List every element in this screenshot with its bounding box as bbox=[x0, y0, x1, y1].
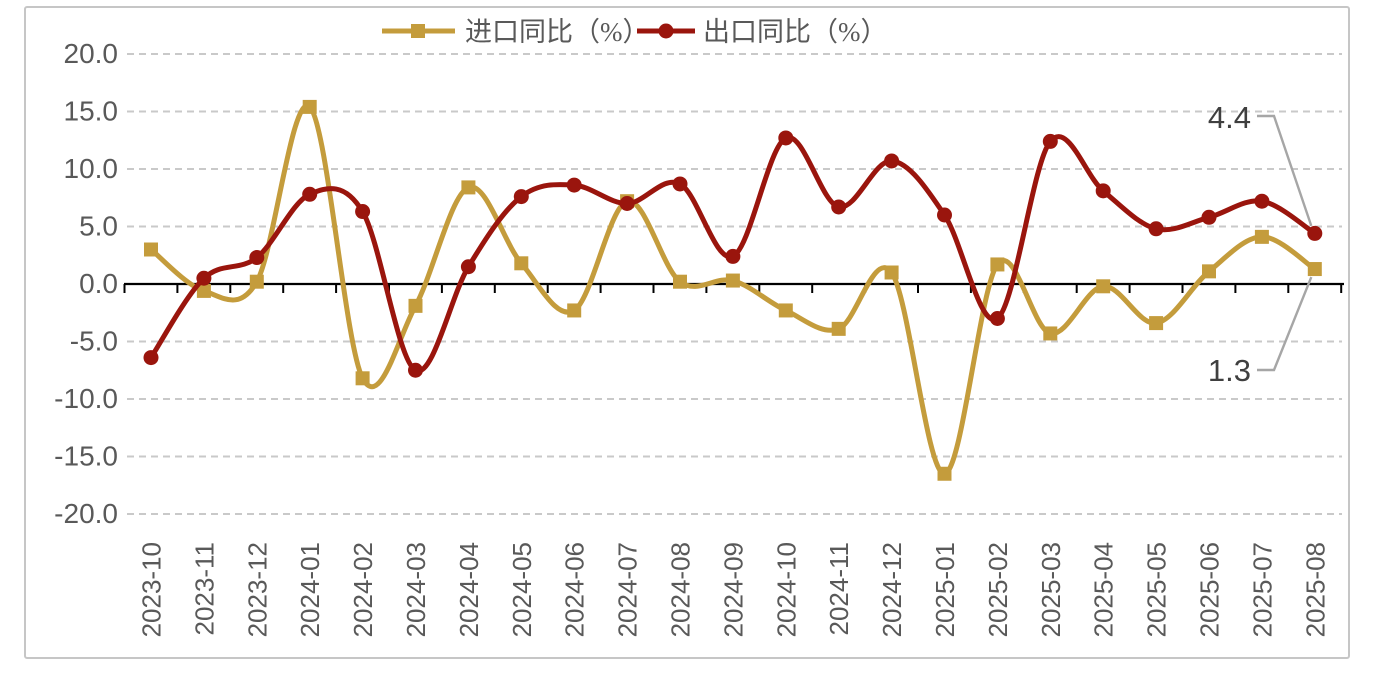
imports-marker-2023-10 bbox=[144, 242, 158, 257]
legend-item-imports: 进口同比（%） bbox=[382, 17, 650, 47]
imports-marker-2024-03 bbox=[408, 298, 423, 313]
x-tick-label: 2025-04 bbox=[1089, 542, 1119, 637]
imports-marker-2023-12 bbox=[249, 274, 264, 289]
y-tick-label: -20.0 bbox=[54, 498, 118, 529]
legend-square-marker bbox=[411, 24, 425, 38]
gridlines bbox=[127, 53, 1342, 515]
annotations: 4.4 1.3 bbox=[1208, 100, 1313, 388]
x-tick-label: 2024-11 bbox=[824, 542, 854, 636]
imports-marker-2025-07 bbox=[1254, 229, 1269, 244]
x-tick-label: 2024-07 bbox=[613, 542, 643, 637]
x-tick-label: 2024-03 bbox=[401, 542, 431, 637]
x-tick-label: 2023-11 bbox=[189, 542, 219, 636]
imports-marker-2024-09 bbox=[725, 273, 740, 288]
exports-marker-2025-02 bbox=[989, 311, 1005, 326]
x-tick-label: 2024-06 bbox=[560, 542, 590, 637]
exports-marker-2025-04 bbox=[1095, 183, 1111, 199]
legend-label-imports: 进口同比（%） bbox=[465, 17, 650, 47]
exports-marker-2024-04 bbox=[460, 259, 476, 275]
legend-label-exports: 出口同比（%） bbox=[703, 17, 888, 47]
x-tick-label: 2024-05 bbox=[507, 542, 537, 637]
y-tick-label: 20.0 bbox=[64, 38, 119, 69]
exports-marker-2025-01 bbox=[937, 207, 952, 223]
exports-marker-2024-07 bbox=[619, 196, 635, 211]
exports-marker-2024-09 bbox=[725, 248, 741, 264]
exports-marker-2024-10 bbox=[778, 130, 794, 146]
imports-marker-2025-03 bbox=[1043, 326, 1058, 341]
exports-series bbox=[143, 130, 1323, 378]
x-tick-label: 2025-02 bbox=[983, 542, 1013, 637]
x-tick-label: 2023-10 bbox=[137, 542, 167, 637]
imports-marker-2024-04 bbox=[461, 180, 476, 195]
x-tick-label: 2024-02 bbox=[348, 542, 378, 637]
x-tick-label: 2025-06 bbox=[1195, 542, 1225, 637]
exports-marker-2024-06 bbox=[566, 177, 582, 193]
imports-marker-2024-05 bbox=[514, 256, 529, 271]
imports-marker-2024-11 bbox=[831, 321, 846, 336]
x-tick-label: 2025-03 bbox=[1036, 542, 1066, 637]
imports-marker-2024-02 bbox=[355, 371, 370, 386]
x-tick-label: 2025-05 bbox=[1142, 542, 1172, 637]
y-tick-label: -15.0 bbox=[54, 441, 118, 472]
y-tick-label: -5.0 bbox=[70, 326, 118, 357]
x-tick-label: 2024-12 bbox=[877, 542, 907, 637]
exports-marker-2024-12 bbox=[884, 153, 900, 169]
exports-marker-2024-03 bbox=[408, 362, 423, 378]
x-tick-label: 2023-12 bbox=[242, 542, 272, 637]
imports-marker-2025-08 bbox=[1307, 262, 1322, 277]
imports-marker-2024-01 bbox=[302, 99, 317, 114]
y-tick-label: -10.0 bbox=[54, 383, 118, 414]
x-tick-label: 2025-08 bbox=[1300, 542, 1330, 637]
imports-marker-2025-06 bbox=[1202, 264, 1216, 279]
exports-marker-2024-08 bbox=[672, 176, 688, 192]
x-tick-label: 2024-01 bbox=[295, 542, 325, 637]
y-tick-label: 15.0 bbox=[64, 96, 119, 127]
annotation-value-imports: 1.3 bbox=[1208, 353, 1251, 388]
imports-marker-2025-05 bbox=[1149, 316, 1164, 331]
exports-marker-2025-07 bbox=[1254, 193, 1270, 209]
exports-marker-2025-06 bbox=[1201, 209, 1217, 225]
exports-marker-2025-03 bbox=[1042, 133, 1058, 149]
legend-circle-marker bbox=[658, 23, 674, 39]
imports-line bbox=[148, 103, 1318, 477]
exports-marker-2023-11 bbox=[196, 270, 212, 286]
exports-marker-2023-12 bbox=[249, 250, 265, 266]
x-tick-label: 2024-04 bbox=[454, 542, 484, 637]
imports-marker-2025-04 bbox=[1096, 279, 1111, 294]
y-tick-label: 10.0 bbox=[64, 153, 119, 184]
exports-marker-2024-11 bbox=[831, 199, 847, 215]
x-tick-label: 2024-10 bbox=[771, 542, 801, 637]
imports-marker-2024-12 bbox=[884, 265, 899, 280]
imports-marker-2025-02 bbox=[990, 257, 1005, 272]
x-tick-label: 2025-07 bbox=[1247, 542, 1277, 637]
x-tick-label: 2025-01 bbox=[930, 542, 960, 637]
y-tick-label: 5.0 bbox=[79, 211, 118, 242]
annotation-value-exports: 4.4 bbox=[1208, 100, 1251, 135]
x-axis-labels: 2023-10 2023-11 2023-12 2024-01 2024-02 2024-… bbox=[137, 542, 1331, 637]
annotation-connector-1.3 bbox=[1257, 276, 1313, 372]
exports-marker-2024-01 bbox=[302, 186, 318, 202]
y-tick-label: 0.0 bbox=[79, 268, 118, 299]
imports-marker-2024-06 bbox=[567, 303, 582, 318]
exports-marker-2024-02 bbox=[355, 204, 371, 220]
imports-marker-2024-10 bbox=[778, 303, 793, 318]
imports-marker-2025-01 bbox=[937, 466, 952, 481]
exports-marker-2023-10 bbox=[143, 350, 159, 366]
exports-marker-2025-05 bbox=[1148, 221, 1164, 237]
exports-marker-2025-08 bbox=[1307, 225, 1323, 241]
legend-item-exports: 出口同比（%） bbox=[637, 17, 888, 47]
x-tick-label: 2024-09 bbox=[718, 542, 748, 637]
imports-marker-2024-08 bbox=[673, 274, 687, 289]
y-axis-labels: 20.0 15.0 10.0 5.0 0.0 -5.0 -10.0 -15.0 -20.0 bbox=[54, 38, 118, 529]
imports-marker-2023-11 bbox=[196, 283, 211, 298]
legend: 进口同比（%） 出口同比（%） bbox=[382, 17, 888, 47]
annotation-connector-4.4 bbox=[1257, 114, 1313, 227]
exports-marker-2024-05 bbox=[513, 189, 529, 205]
x-tick-label: 2024-08 bbox=[666, 542, 696, 637]
